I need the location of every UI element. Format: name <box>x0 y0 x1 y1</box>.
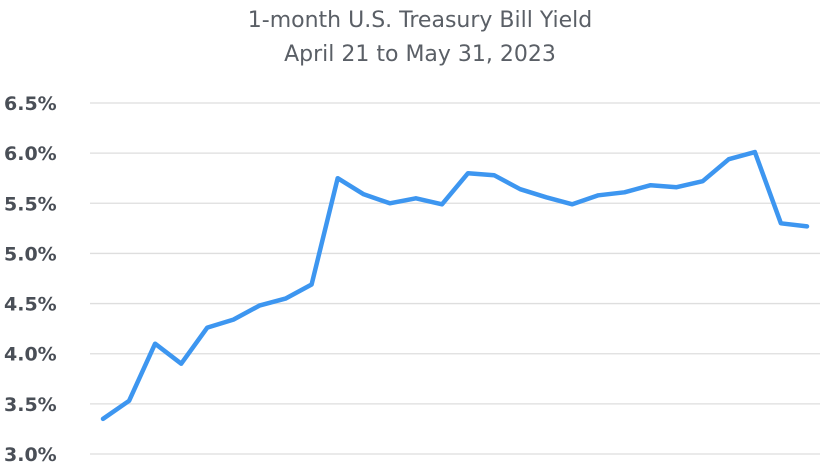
y-tick-label: 5.5% <box>4 193 57 215</box>
y-tick-label: 6.5% <box>4 93 57 115</box>
y-tick-label: 3.0% <box>4 444 57 466</box>
y-tick-label: 6.0% <box>4 143 57 165</box>
gridlines <box>90 102 820 455</box>
y-tick-label: 3.5% <box>4 394 57 416</box>
series-line <box>100 149 810 422</box>
y-tick-label: 5.0% <box>4 243 57 265</box>
chart-subtitle: April 21 to May 31, 2023 <box>284 42 556 67</box>
y-tick-label: 4.5% <box>4 294 57 316</box>
series-layer <box>100 149 810 422</box>
chart-title-block: 1-month U.S. Treasury Bill Yield April 2… <box>0 4 840 72</box>
y-tick-label: 4.0% <box>4 344 57 366</box>
y-axis-tick-labels: 3.0% 3.5% 4.0% 4.5% 5.0% 5.5% 6.0% 6.5% <box>4 93 57 466</box>
chart-title: 1-month U.S. Treasury Bill Yield <box>247 8 593 33</box>
